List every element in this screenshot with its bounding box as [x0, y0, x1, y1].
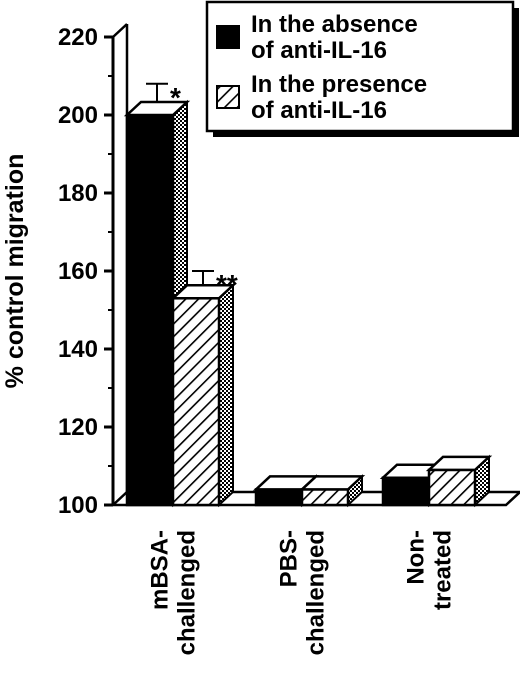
- category-label: PBS-challenged: [276, 530, 330, 655]
- bar-side-face: [218, 283, 234, 508]
- significance-marker: *: [170, 82, 181, 113]
- legend-label: In the presence: [251, 71, 427, 98]
- bar-front-face: [125, 113, 175, 507]
- x-axis-categories: mBSA-challenged PBS-challenged Non-treated: [147, 530, 457, 655]
- y-axis: 100 120 140 160 180 200 220 % control migration: [1, 23, 128, 519]
- y-tick-label: 120: [58, 414, 98, 441]
- category-label-line: mBSA-: [147, 530, 174, 610]
- legend-label: of anti-IL-16: [251, 37, 387, 64]
- significance-marker: **: [216, 269, 238, 300]
- y-tick-label: 160: [58, 258, 98, 285]
- legend-swatch: [216, 85, 240, 109]
- bar-front-face: [427, 468, 477, 507]
- category-label-line: challenged: [303, 530, 330, 655]
- y-tick-label: 220: [58, 24, 98, 51]
- legend-box: [205, 0, 515, 133]
- y-tick-label: 180: [58, 180, 98, 207]
- bar-top-face: [123, 100, 191, 117]
- legend-swatch: [216, 25, 240, 49]
- bars: ***: [123, 82, 493, 508]
- legend-label: of anti-IL-16: [251, 97, 387, 124]
- bar-front-face: [300, 488, 350, 507]
- bar-2-1: [425, 454, 493, 508]
- category-label-line: Non-: [403, 530, 430, 585]
- category-label-line: challenged: [174, 530, 201, 655]
- bar-top-face: [169, 284, 237, 300]
- bar-front-face: [171, 297, 221, 507]
- category-label: mBSA-challenged: [147, 530, 201, 655]
- category-label: Non-treated: [403, 530, 457, 610]
- y-axis-label: % control migration: [1, 154, 29, 389]
- y-tick-label: 200: [58, 102, 98, 129]
- bar-front-face: [381, 476, 431, 507]
- y-axis-top-edge: [112, 23, 128, 38]
- bar-top-face: [298, 475, 366, 491]
- y-tick-label: 100: [58, 492, 98, 519]
- category-label-line: PBS-: [276, 530, 303, 587]
- bar-front-face: [254, 488, 304, 507]
- bar-top-face: [425, 455, 493, 472]
- y-tick-label: 140: [58, 336, 98, 363]
- legend-label: In the absence: [251, 11, 418, 38]
- bar-1-1: [298, 474, 366, 508]
- bar-0-1: [169, 270, 237, 508]
- category-label-line: treated: [430, 530, 457, 610]
